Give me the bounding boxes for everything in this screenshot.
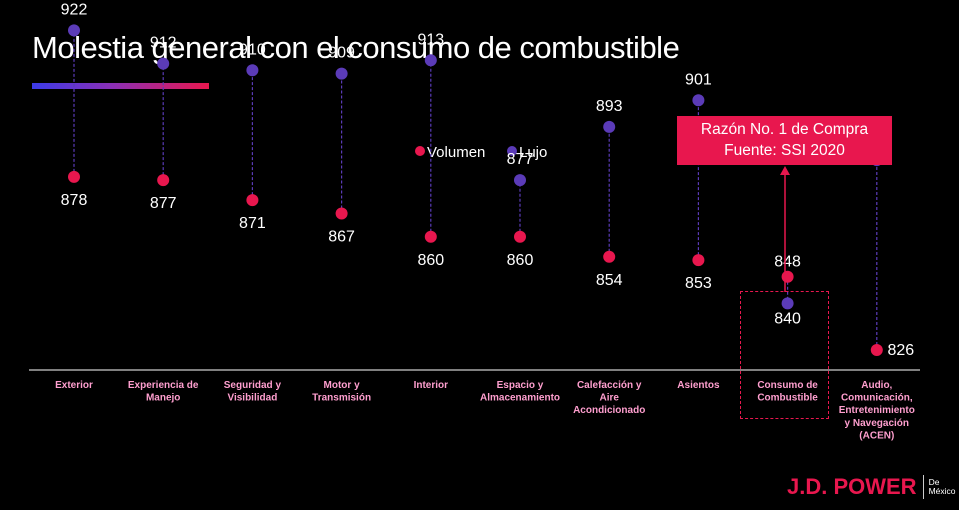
category-label: Combustible xyxy=(757,393,818,404)
category-label: Espacio y xyxy=(497,380,544,391)
volumen-value-label: 860 xyxy=(417,252,444,269)
volumen-point xyxy=(157,174,170,187)
category-label: Exterior xyxy=(55,380,93,391)
lujo-value-label: 913 xyxy=(417,31,444,48)
volumen-point xyxy=(781,270,794,283)
volumen-value-label: 878 xyxy=(61,192,88,209)
category-labels: Exterior Experiencia de Manejo Seguridad y V… xyxy=(55,380,915,441)
volumen-value-label: 860 xyxy=(507,252,534,269)
volumen-value-label: 871 xyxy=(239,215,266,232)
lujo-value-label: 893 xyxy=(596,98,623,115)
volumen-value-label: 877 xyxy=(150,195,177,212)
lujo-point xyxy=(68,24,80,37)
category-label: Interior xyxy=(414,380,449,391)
callout-line-1: Razón No. 1 de Compra xyxy=(700,121,869,138)
volumen-point xyxy=(424,230,437,243)
logo-sub-line-1: De xyxy=(928,477,940,487)
category-label: Visibilidad xyxy=(227,393,277,404)
volumen-point xyxy=(335,207,348,220)
callout-box: Razón No. 1 de Compra Fuente: SSI 2020 xyxy=(677,116,892,165)
legend: Volumen Lujo xyxy=(415,144,547,161)
title-accent-bar xyxy=(32,83,209,89)
category-label: Transmisión xyxy=(312,393,371,404)
highlight-box xyxy=(740,291,829,419)
volumen-value-label: 853 xyxy=(685,275,712,292)
lujo-point xyxy=(246,64,259,77)
volumen-value-label: 854 xyxy=(596,272,623,289)
category-label: Acondicionado xyxy=(573,405,645,416)
category-label: Almacenamiento xyxy=(480,393,560,404)
volumen-point xyxy=(692,254,705,267)
volumen-point xyxy=(68,170,80,183)
volumen-value-label: 867 xyxy=(328,228,355,245)
volumen-value-label: 826 xyxy=(887,342,914,359)
logo-text: J.D. POWER xyxy=(787,474,917,499)
category-label: Asientos xyxy=(677,380,720,391)
category-label: Comunicación, xyxy=(841,393,913,404)
category-label: (ACEN) xyxy=(859,430,894,441)
lujo-point xyxy=(514,174,526,187)
volumen-point xyxy=(603,250,616,263)
category-label: Experiencia de xyxy=(128,380,199,391)
lujo-point xyxy=(603,120,616,133)
category-label: Seguridad y xyxy=(224,380,282,391)
category-label: Manejo xyxy=(146,393,180,404)
lujo-point xyxy=(692,94,705,107)
logo-divider xyxy=(922,475,924,499)
category-label: Entretenimiento xyxy=(839,405,915,416)
volumen-point xyxy=(246,194,259,207)
volumen-point xyxy=(514,230,526,243)
callout-arrow-head xyxy=(780,166,790,175)
legend-lujo-label: Lujo xyxy=(519,144,547,161)
logo-sub-line-2: México xyxy=(928,486,956,496)
lujo-value-label: 840 xyxy=(774,310,801,327)
logo-subtext: De México xyxy=(929,478,956,496)
category-label: Motor y xyxy=(324,380,361,391)
jd-power-logo: J.D. POWER De México xyxy=(787,474,956,500)
category-label: Calefacción y xyxy=(577,380,642,391)
volumen-point xyxy=(870,344,883,356)
legend-lujo-marker xyxy=(507,146,517,156)
lujo-value-label: 910 xyxy=(239,41,266,58)
category-label: Aire xyxy=(599,393,619,404)
legend-volumen-label: Volumen xyxy=(427,144,485,161)
lujo-point xyxy=(781,297,794,310)
lujo-point xyxy=(424,54,437,67)
lujo-value-label: 877 xyxy=(507,151,534,168)
lujo-value-label: 909 xyxy=(328,45,355,62)
callout-line-2: Fuente: SSI 2020 xyxy=(724,142,845,159)
lujo-point xyxy=(157,57,170,70)
volumen-value-label: 848 xyxy=(774,254,801,271)
lujo-point xyxy=(335,67,348,80)
legend-volumen-marker xyxy=(415,146,425,156)
lujo-value-label: 912 xyxy=(150,35,177,52)
category-label: Consumo de xyxy=(757,380,818,391)
category-label: Audio, xyxy=(861,380,892,391)
category-label: y Navegación xyxy=(845,418,909,429)
lujo-value-label: 901 xyxy=(685,71,712,88)
page-title: Molestia general con el consumo de combu… xyxy=(32,30,680,65)
lujo-value-label: 922 xyxy=(61,1,88,18)
